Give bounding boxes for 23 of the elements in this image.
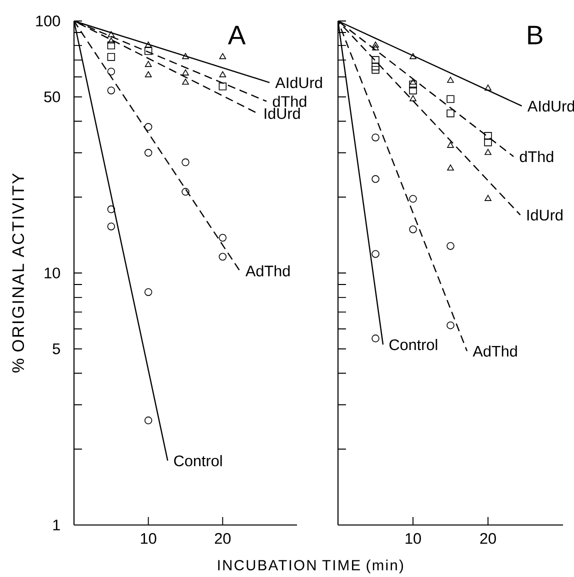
series-label: AIdUrd [275, 76, 322, 88]
series-label: IdUrd [527, 209, 562, 221]
x-axis-title: INCUBATION TIME (min) [218, 560, 403, 574]
x-tick-label: 10 [406, 533, 421, 544]
x-tick-label: 20 [480, 533, 496, 544]
series-label: Control [174, 455, 222, 466]
x-tick-label: 20 [214, 533, 231, 544]
x-tick-label: 10 [140, 533, 156, 544]
y-tick-label: 100 [36, 16, 60, 26]
chart-title: A [228, 26, 246, 44]
series-label: IdUrd [264, 108, 300, 119]
y-tick-label: 5 [52, 344, 60, 354]
chart-title: B [528, 26, 542, 44]
y-tick-label: 10 [44, 268, 60, 278]
y-tick-label: 50 [44, 91, 60, 102]
series-label: AIdUrd [527, 100, 574, 112]
series-label: AdThd [246, 265, 290, 276]
y-tick-label: 1 [53, 520, 60, 530]
series-label: AdThd [472, 345, 517, 357]
series-label: dThd [272, 96, 306, 107]
y-axis-title: % ORIGINAL ACTIVITY [12, 173, 24, 372]
series-label: Control [389, 338, 438, 350]
series-label: dThd [520, 150, 554, 162]
